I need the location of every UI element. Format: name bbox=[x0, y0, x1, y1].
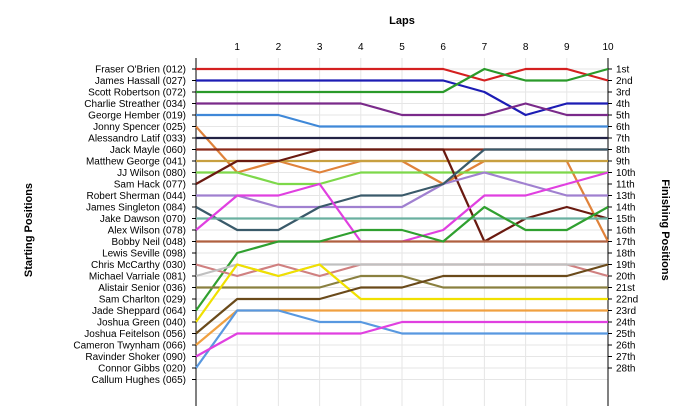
finish-position-label: 8th bbox=[616, 145, 630, 156]
finish-position-label: 20th bbox=[616, 272, 635, 283]
finish-position-label: 21st bbox=[616, 283, 635, 294]
start-position-label: Chris McCarthy (030) bbox=[91, 260, 186, 271]
series-layer bbox=[195, 67, 609, 369]
x-tick-label: 6 bbox=[440, 42, 446, 53]
series-line-20 bbox=[195, 263, 608, 323]
start-position-label: James Hassall (027) bbox=[95, 76, 186, 87]
series-line-11 bbox=[196, 171, 608, 209]
start-position-label: Bobby Neil (048) bbox=[112, 237, 186, 248]
x-tick-label: 7 bbox=[482, 42, 488, 53]
x-tick-label: 5 bbox=[399, 42, 405, 53]
series-line-24 bbox=[195, 320, 608, 358]
finish-position-label: 16th bbox=[616, 226, 635, 237]
start-position-label: Jack Mayle (060) bbox=[110, 145, 186, 156]
x-tick-label: 4 bbox=[358, 42, 364, 53]
label-layer: Fraser O'Brien (012)James Hassall (027)S… bbox=[73, 65, 638, 387]
start-position-label: Matthew George (041) bbox=[86, 157, 186, 168]
finish-position-label: 26th bbox=[616, 341, 635, 352]
x-tick-label: 3 bbox=[317, 42, 323, 53]
start-position-label: George Hember (019) bbox=[88, 111, 186, 122]
series-line-0 bbox=[196, 67, 609, 82]
finish-position-label: 22nd bbox=[616, 295, 638, 306]
finish-position-label: 9th bbox=[616, 157, 630, 168]
series-line-1 bbox=[196, 79, 608, 117]
start-position-label: Scott Robertson (072) bbox=[88, 88, 186, 99]
start-position-label: James Singleton (084) bbox=[86, 203, 186, 214]
finish-position-label: 6th bbox=[616, 122, 630, 133]
start-position-label: Cameron Twynham (066) bbox=[73, 341, 186, 352]
x-tick-label: 2 bbox=[276, 42, 282, 53]
finish-position-label: 5th bbox=[616, 111, 630, 122]
start-position-label: Joshua Feitelson (056) bbox=[84, 329, 186, 340]
series-line-21 bbox=[195, 263, 609, 335]
series-line-19 bbox=[196, 274, 608, 289]
start-position-label: Connor Gibbs (020) bbox=[98, 364, 186, 375]
finish-position-label: 11th bbox=[616, 180, 635, 191]
x-tick-label: 1 bbox=[234, 42, 240, 53]
start-position-label: Alex Wilson (078) bbox=[108, 226, 186, 237]
start-position-label: Callum Hughes (065) bbox=[92, 375, 187, 386]
finish-position-label: 27th bbox=[616, 352, 635, 363]
start-position-label: Alistair Senior (036) bbox=[98, 283, 186, 294]
finish-position-label: 18th bbox=[616, 249, 635, 260]
finish-position-label: 17th bbox=[616, 237, 635, 248]
start-position-label: Jake Dawson (070) bbox=[100, 214, 186, 225]
x-tick-label: 9 bbox=[564, 42, 570, 53]
series-line-12 bbox=[195, 148, 608, 232]
finish-position-label: 2nd bbox=[616, 76, 633, 87]
finish-position-label: 25th bbox=[616, 329, 635, 340]
start-position-label: Jade Sheppard (064) bbox=[92, 306, 186, 317]
finish-position-label: 7th bbox=[616, 134, 630, 145]
finish-position-label: 10th bbox=[616, 168, 635, 179]
tick-layer: 1 2 3 4 5 6 7 8 9 10 bbox=[234, 42, 614, 53]
start-position-label: Lewis Seville (098) bbox=[102, 249, 186, 260]
finish-position-label: 1st bbox=[616, 65, 630, 76]
start-position-label: Jonny Spencer (025) bbox=[93, 122, 186, 133]
finish-position-label: 14th bbox=[616, 203, 635, 214]
series-line-9 bbox=[196, 171, 608, 186]
start-position-label: JJ Wilson (080) bbox=[117, 168, 186, 179]
start-position-label: Robert Sherman (044) bbox=[87, 191, 187, 202]
y2-axis-title: Finishing Positions bbox=[659, 179, 671, 280]
y-axis-title: Starting Positions bbox=[23, 183, 35, 277]
start-position-label: Alessandro Latif (033) bbox=[88, 134, 186, 145]
finish-position-label: 13th bbox=[616, 191, 635, 202]
finish-position-label: 19th bbox=[616, 260, 635, 271]
series-line-4 bbox=[196, 113, 608, 128]
series-line-2 bbox=[196, 67, 609, 94]
x-axis-title: Laps bbox=[389, 15, 415, 27]
series-line-3 bbox=[196, 102, 608, 117]
x-tick-label: 8 bbox=[523, 42, 529, 53]
series-line-10 bbox=[195, 148, 609, 243]
start-position-label: Charlie Streather (034) bbox=[84, 99, 186, 110]
start-position-label: Sam Charlton (029) bbox=[99, 295, 186, 306]
finish-position-label: 15th bbox=[616, 214, 635, 225]
start-position-label: Sam Hack (077) bbox=[114, 180, 186, 191]
series-line-23 bbox=[195, 309, 608, 369]
start-position-label: Joshua Green (040) bbox=[97, 318, 186, 329]
start-position-label: Fraser O'Brien (012) bbox=[95, 65, 186, 76]
finish-position-label: 23rd bbox=[616, 306, 636, 317]
finish-position-label: 4th bbox=[616, 99, 630, 110]
series-line-16 bbox=[195, 205, 609, 312]
finish-position-label: 24th bbox=[616, 318, 635, 329]
finish-position-label: 3rd bbox=[616, 88, 630, 99]
start-position-label: Ravinder Shoker (090) bbox=[85, 352, 186, 363]
finish-position-label: 28th bbox=[616, 364, 635, 375]
x-tick-label: 10 bbox=[602, 42, 614, 53]
start-position-label: Michael Varriale (081) bbox=[89, 272, 186, 283]
